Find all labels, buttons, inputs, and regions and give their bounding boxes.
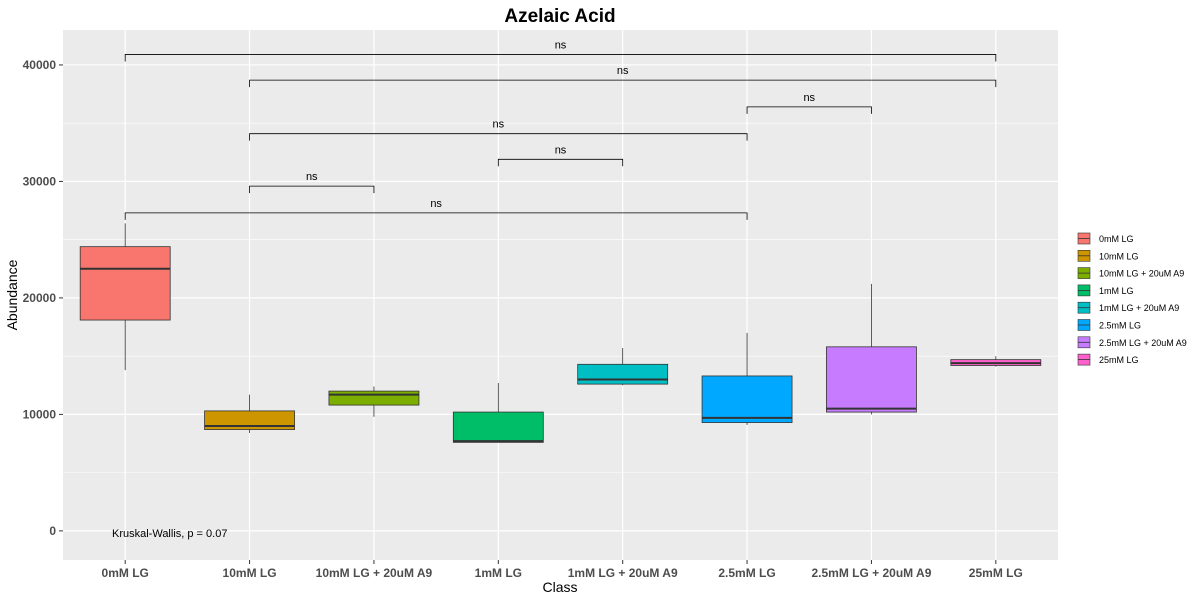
x-tick-label: 1mM LG + 20uM A9 [568, 566, 678, 580]
legend-label: 1mM LG [1099, 286, 1134, 296]
chart-title: Azelaic Acid [504, 6, 615, 27]
x-tick-label: 2.5mM LG + 20uM A9 [811, 566, 931, 580]
bracket-line [249, 79, 997, 88]
plot-panel [63, 30, 1058, 560]
legend-label: 1mM LG + 20uM A9 [1099, 303, 1179, 313]
x-tick-label: 0mM LG [102, 566, 149, 580]
box [826, 346, 917, 413]
box [204, 410, 295, 430]
legend-item: 25mM LG [1077, 353, 1139, 366]
y-axis-title: Abundance [4, 259, 20, 330]
box-group [950, 356, 1042, 367]
significance-label: ns [803, 92, 815, 104]
box [452, 411, 544, 443]
legend-item: 1mM LG + 20uM A9 [1077, 301, 1179, 314]
bracket-line [249, 133, 748, 141]
box-group [701, 332, 793, 425]
x-tick-label: 25mM LG [969, 566, 1023, 580]
x-axis: 0mM LG 10mM LG 10mM LG + 20uM A9 1mM LG 1mM … [102, 560, 1023, 580]
box-group [79, 223, 171, 371]
legend-item: 10mM LG [1077, 250, 1139, 262]
comparison-bracket: ns [249, 171, 375, 194]
legend-label: 10mM LG [1099, 251, 1139, 261]
legend-label: 0mM LG [1099, 234, 1134, 244]
x-tick-label: 10mM LG [223, 566, 277, 580]
box-group [328, 386, 420, 417]
comparison-bracket: ns [124, 198, 748, 220]
x-tick-label: 2.5mM LG [718, 566, 775, 580]
bracket-line [124, 54, 997, 62]
box [701, 375, 793, 423]
significance-label: ns [430, 198, 442, 210]
y-tick-label: 10000 [23, 407, 57, 421]
y-axis: 0 10000 20000 30000 40000 [23, 58, 63, 538]
box-group [826, 283, 917, 415]
box-group [452, 382, 544, 443]
comparison-bracket: ns [249, 65, 997, 88]
bracket-line [124, 212, 748, 220]
x-tick-label: 1mM LG [475, 566, 522, 580]
comparison-bracket: ns [746, 92, 872, 114]
legend-label: 2.5mM LG + 20uM A9 [1099, 338, 1187, 348]
boxes [79, 223, 1042, 443]
y-tick-label: 0 [49, 524, 56, 538]
box [328, 390, 420, 406]
y-tick-label: 20000 [23, 291, 57, 305]
comparison-brackets: ns ns ns ns ns ns ns [124, 39, 997, 220]
bracket-line [497, 158, 624, 167]
legend-label: 25mM LG [1099, 355, 1139, 365]
significance-label: ns [555, 144, 567, 156]
kruskal-wallis-annotation: Kruskal-Wallis, p = 0.07 [112, 528, 227, 540]
legend-label: 2.5mM LG [1099, 321, 1141, 331]
y-tick-label: 30000 [23, 174, 57, 188]
legend-item: 2.5mM LG [1077, 319, 1141, 331]
comparison-bracket: ns [497, 144, 624, 167]
comparison-bracket: ns [249, 119, 748, 141]
significance-label: ns [493, 119, 505, 131]
box-group [204, 394, 295, 434]
y-tick-label: 40000 [23, 58, 57, 72]
legend-item: 2.5mM LG + 20uM A9 [1077, 336, 1187, 349]
box [79, 246, 171, 321]
legend-item: 1mM LG [1077, 284, 1134, 297]
box-group [577, 348, 669, 386]
x-tick-label: 10mM LG + 20uM A9 [316, 566, 433, 580]
significance-label: ns [617, 65, 629, 77]
bracket-line [249, 185, 375, 194]
significance-label: ns [555, 39, 567, 51]
bracket-line [746, 106, 872, 114]
legend-item: 10mM LG + 20uM A9 [1077, 267, 1184, 279]
legend: 0mM LG 10mM LG 10mM LG + 20uM A9 1mM LG 1mM … [1077, 232, 1187, 366]
significance-label: ns [306, 171, 318, 183]
box [577, 363, 669, 385]
legend-label: 10mM LG + 20uM A9 [1099, 269, 1184, 279]
x-axis-title: Class [542, 579, 577, 595]
comparison-bracket: ns [124, 39, 997, 62]
legend-item: 0mM LG [1077, 232, 1134, 245]
